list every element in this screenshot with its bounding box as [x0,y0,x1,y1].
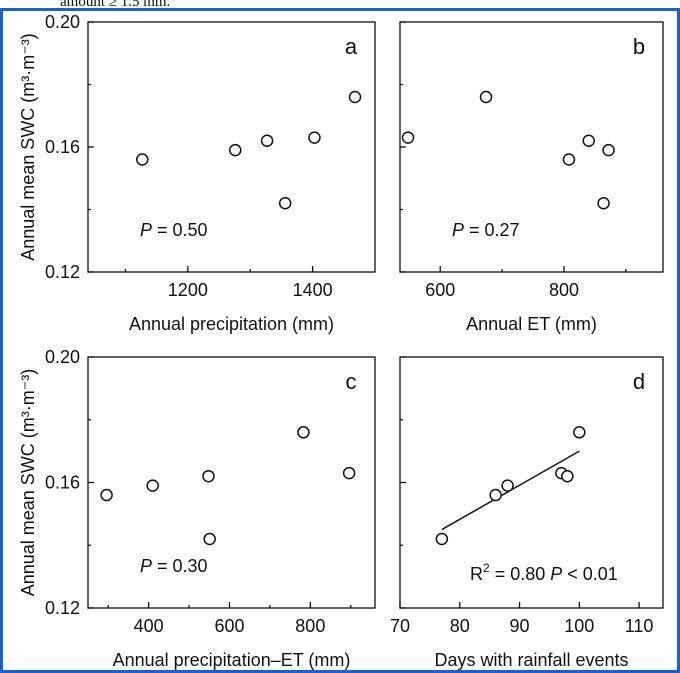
x-axis-title: Annual precipitation–ET (mm) [113,650,351,670]
stat-value: = 0.50 [152,220,208,240]
x-tick-label: 100 [564,616,594,636]
point [342,466,356,480]
y-axis-title: Annual mean SWC (m³·m⁻³) [18,369,38,597]
point [278,197,292,210]
x-axis-title: Annual ET (mm) [466,314,597,334]
panel-letter: c [346,369,357,394]
frame [0,8,680,673]
stat-label: P [452,220,464,240]
point [435,532,449,546]
point [100,488,113,502]
x-tick-label: 1400 [293,280,333,300]
x-axis-title: Days with rainfall events [434,650,628,670]
stat-annotation: P = 0.27 [452,220,520,240]
y-tick-label: 0.12 [45,598,80,618]
x-tick-label: 90 [510,616,530,636]
stat-annotation: P = 0.30 [140,556,208,576]
x-tick-label: 600 [214,616,244,636]
p-value: < 0.01 [562,564,618,584]
point [489,488,502,502]
x-tick-label: 800 [295,616,325,636]
point [146,479,159,492]
stat-annotation: R2 = 0.80 P < 0.01 [470,561,618,584]
point [401,131,415,144]
y-axis-title: Annual mean SWC (m³·m⁻³) [18,33,38,261]
stat-label: P [140,220,152,240]
point [597,197,610,210]
panel-letter: d [633,369,645,394]
stat-annotation: P = 0.50 [140,220,208,240]
point [573,426,586,439]
plot-frame [399,21,664,273]
x-tick-label: 800 [549,280,579,300]
x-tick-label: 400 [134,616,164,636]
y-tick-label: 0.12 [45,262,80,282]
point [582,134,595,147]
caption: amount ≥ 1.5 mm. [60,0,170,10]
r-sup: 2 [483,561,490,575]
point [602,143,615,157]
panel-letter: b [633,34,645,59]
y-tick-label: 0.20 [45,347,80,367]
stat-value: = 0.27 [464,220,520,240]
y-tick-label: 0.20 [45,12,80,32]
r-label: R [470,564,483,584]
x-tick-label: 1200 [168,280,208,300]
point [297,426,310,439]
x-tick-label: 600 [425,280,455,300]
plot-frame [87,356,376,609]
point [479,90,493,104]
point [348,90,362,104]
y-tick-label: 0.16 [45,137,80,157]
point [260,134,274,147]
x-tick-label: 70 [390,616,410,636]
point [203,532,216,546]
point [562,153,576,166]
stat-label: P [140,556,152,576]
stat-value: = 0.30 [152,556,208,576]
point [501,479,514,492]
panel-letter: a [345,34,358,59]
point [561,469,574,483]
x-axis-title: Annual precipitation (mm) [129,314,334,334]
point [202,469,215,483]
y-tick-label: 0.16 [45,473,80,493]
p-label: P [550,564,562,584]
r-value: = 0.80 [490,564,551,584]
x-tick-label: 80 [450,616,470,636]
point [228,143,242,157]
point [308,131,321,144]
point [136,153,149,166]
x-tick-label: 110 [625,616,654,636]
